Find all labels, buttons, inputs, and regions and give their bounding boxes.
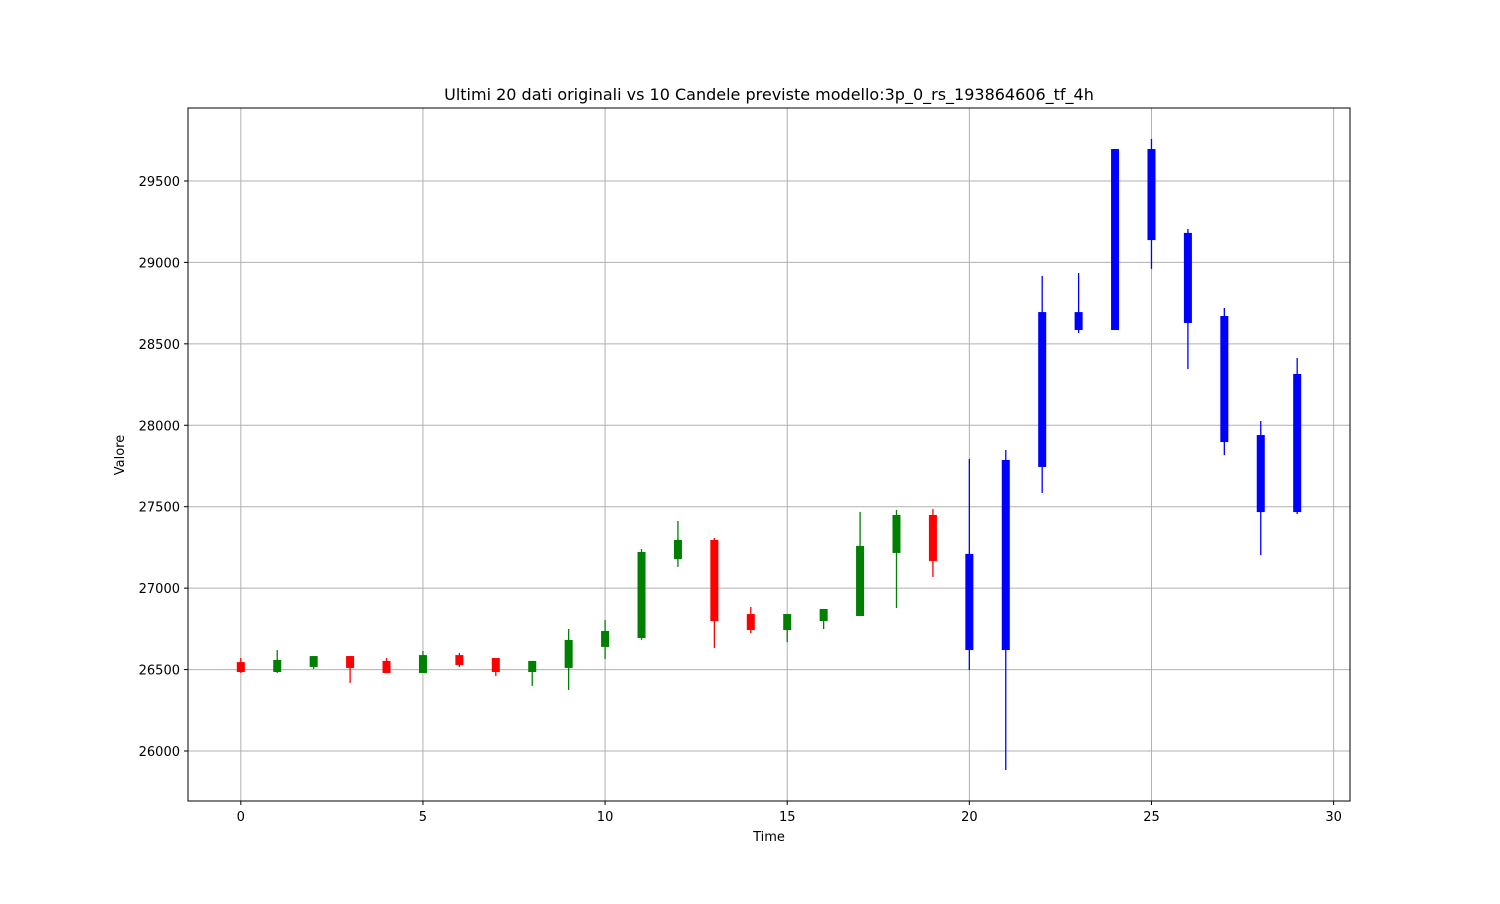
candle-body — [819, 608, 828, 622]
candle-body — [746, 614, 755, 630]
x-tick-label: 15 — [779, 810, 796, 825]
y-tick-label: 26000 — [139, 745, 180, 760]
candle-body — [856, 545, 865, 616]
candle-body — [1038, 312, 1047, 467]
y-tick-label: 26500 — [139, 664, 180, 679]
candle-body — [1256, 435, 1265, 513]
candle-body — [564, 639, 573, 668]
candle-body — [491, 658, 500, 673]
candle-body — [528, 660, 537, 673]
candle-body — [1220, 315, 1229, 443]
candle-body — [928, 515, 937, 561]
candle-body — [1074, 312, 1083, 330]
candle-body — [673, 539, 682, 559]
candle-body — [601, 630, 610, 647]
candle-body — [637, 551, 646, 638]
candle-body — [892, 515, 901, 553]
y-tick-label: 27000 — [139, 582, 180, 597]
candle-body — [418, 655, 427, 673]
x-tick-label: 0 — [237, 810, 245, 825]
candle-body — [1001, 459, 1010, 651]
candle-body — [309, 656, 318, 667]
candle-body — [710, 539, 719, 622]
x-tick-label: 5 — [419, 810, 427, 825]
x-axis-label: Time — [752, 830, 785, 845]
y-tick-label: 27500 — [139, 501, 180, 516]
plot-frame — [187, 107, 1351, 802]
candle-body — [1111, 149, 1120, 330]
candle-body — [1293, 373, 1302, 513]
candle-body — [273, 659, 282, 673]
candle-body — [1183, 232, 1192, 323]
candle-body — [455, 655, 464, 666]
x-tick-label: 10 — [597, 810, 614, 825]
candle-body — [1147, 149, 1156, 241]
x-tick-label: 30 — [1325, 810, 1342, 825]
y-tick-label: 28500 — [139, 338, 180, 353]
candle-body — [236, 662, 245, 673]
x-tick-label: 25 — [1143, 810, 1160, 825]
candle-body — [965, 553, 974, 651]
candle-body — [382, 660, 391, 673]
candle-body — [346, 656, 355, 668]
candle-body — [783, 614, 792, 630]
y-tick-label: 29000 — [139, 256, 180, 271]
y-tick-label: 28000 — [139, 419, 180, 434]
y-axis-label: Valore — [113, 435, 128, 475]
y-tick-label: 29500 — [139, 175, 180, 190]
x-tick-label: 20 — [961, 810, 978, 825]
chart-title: Ultimi 20 dati originali vs 10 Candele p… — [444, 85, 1094, 105]
